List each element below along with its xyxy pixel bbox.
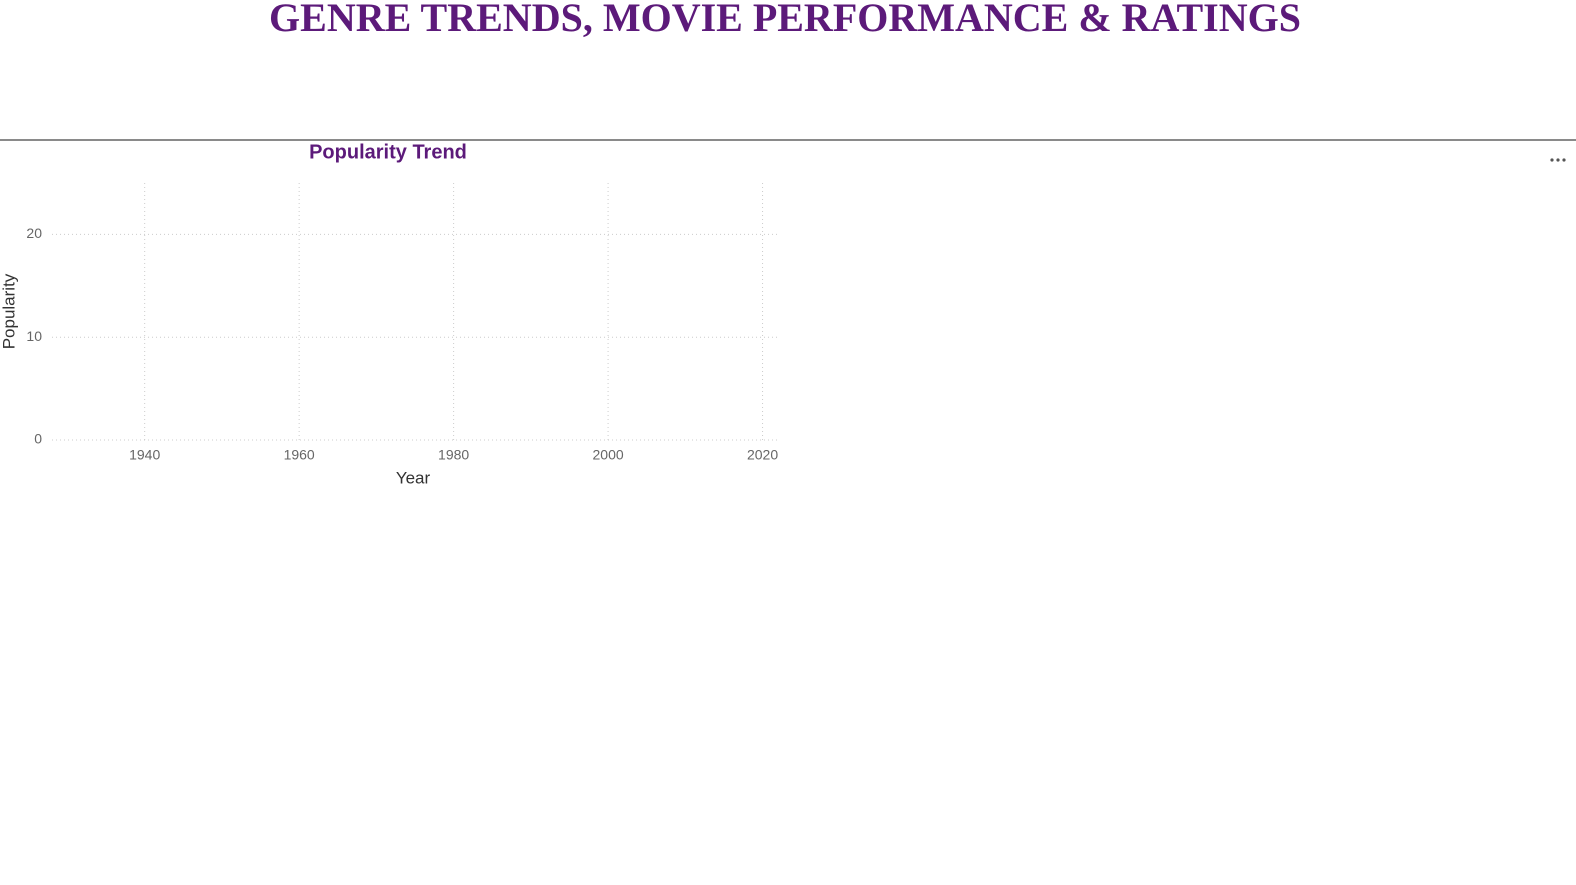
chart-title: Popularity Trend bbox=[309, 141, 467, 163]
y-axis-title: Popularity bbox=[0, 273, 18, 349]
dot bbox=[1556, 158, 1560, 162]
x-tick-label: 1960 bbox=[284, 447, 315, 463]
x-tick-label: 2020 bbox=[747, 447, 778, 463]
x-axis-title: Year bbox=[396, 468, 431, 487]
page-title: GENRE TRENDS, MOVIE PERFORMANCE & RATING… bbox=[269, 0, 1301, 40]
more-options[interactable] bbox=[1550, 158, 1566, 162]
dot bbox=[1550, 158, 1554, 162]
y-tick-label: 0 bbox=[34, 431, 42, 447]
y-tick-label: 20 bbox=[26, 225, 42, 241]
x-tick-label: 1980 bbox=[438, 447, 469, 463]
x-tick-label: 1940 bbox=[129, 447, 160, 463]
dot bbox=[1562, 158, 1566, 162]
y-tick-label: 10 bbox=[26, 328, 42, 344]
x-tick-label: 2000 bbox=[593, 447, 624, 463]
